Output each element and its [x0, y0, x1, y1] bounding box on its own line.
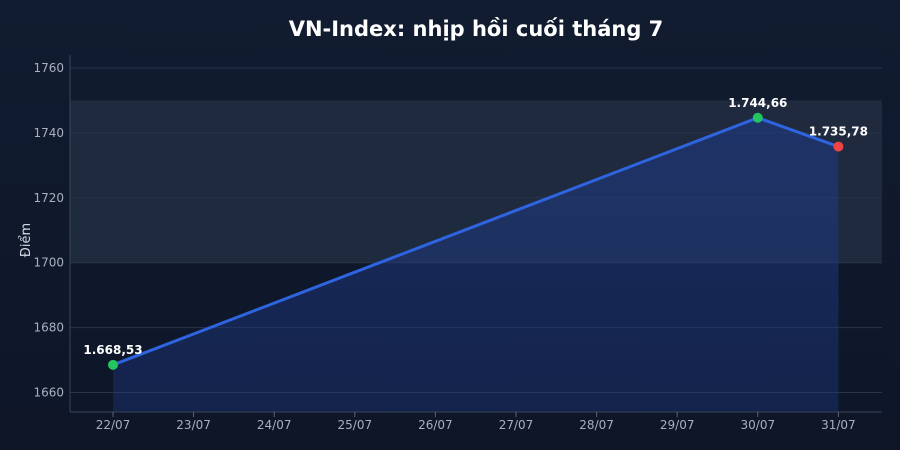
y-tick-label: 1720 [33, 191, 64, 205]
series-area [113, 117, 839, 412]
data-point-marker [108, 359, 118, 370]
y-tick-label: 1680 [33, 321, 64, 335]
data-label: 1.735,78 [809, 125, 868, 139]
data-label: 1.668,53 [83, 343, 142, 357]
y-tick-label: 1740 [33, 126, 64, 140]
data-label: 1.744,66 [728, 96, 787, 110]
data-point-marker [752, 112, 763, 123]
x-tick-label: 28/07 [579, 418, 614, 432]
y-tick-label: 1700 [33, 256, 64, 270]
x-tick-label: 27/07 [499, 418, 534, 432]
x-tick-label: 22/07 [96, 418, 131, 432]
x-tick-label: 31/07 [821, 418, 856, 432]
x-tick-label: 30/07 [741, 418, 776, 432]
x-tick-label: 26/07 [418, 418, 453, 432]
y-axis-title: Điểm [19, 223, 34, 257]
x-tick-label: 23/07 [176, 418, 211, 432]
x-tick-label: 29/07 [660, 418, 695, 432]
y-tick-label: 1760 [33, 61, 64, 75]
chart-title: VN-Index: nhịp hồi cuối tháng 7 [289, 17, 664, 41]
data-point-marker [833, 141, 844, 152]
y-tick-label: 1660 [33, 386, 64, 400]
x-tick-label: 24/07 [257, 418, 292, 432]
x-tick-label: 25/07 [338, 418, 373, 432]
